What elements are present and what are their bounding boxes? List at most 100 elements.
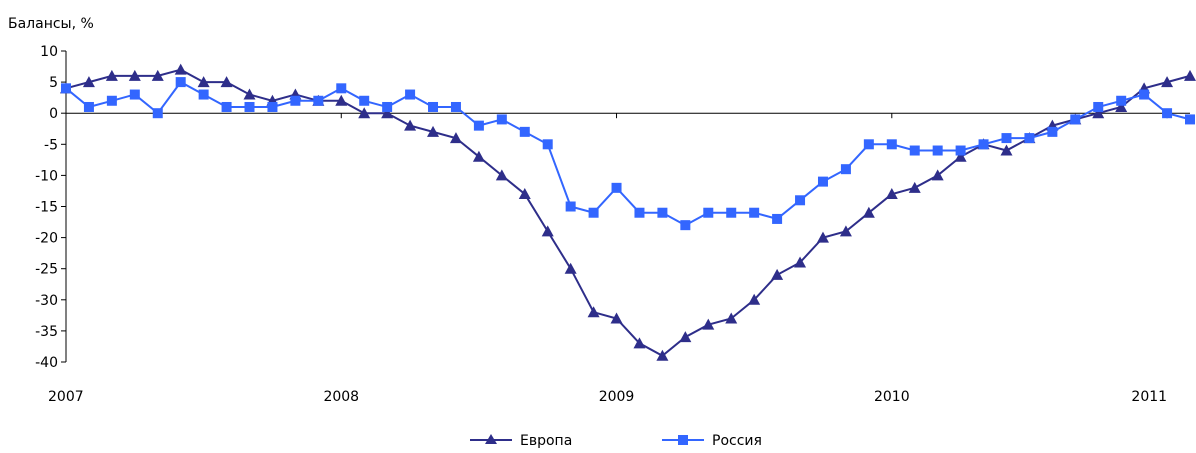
data-point-russia xyxy=(703,207,714,218)
data-point-europe xyxy=(1161,76,1174,88)
data-point-russia xyxy=(817,176,828,187)
data-point-russia xyxy=(405,89,416,100)
data-point-russia xyxy=(932,145,943,156)
data-point-europe xyxy=(931,169,944,181)
data-point-russia xyxy=(863,139,874,150)
data-point-europe xyxy=(449,132,462,144)
x-tick-label: 2010 xyxy=(874,389,910,405)
y-tick-label: 5 xyxy=(49,75,58,91)
data-point-europe xyxy=(105,69,118,81)
data-point-russia xyxy=(83,101,94,112)
data-point-europe xyxy=(495,169,508,181)
data-point-europe xyxy=(82,76,95,88)
data-point-russia xyxy=(1024,133,1035,144)
series-line-russia xyxy=(65,80,1191,227)
data-point-europe xyxy=(128,69,141,81)
data-point-russia xyxy=(909,145,920,156)
data-point-russia xyxy=(795,195,806,206)
data-point-russia xyxy=(450,101,461,112)
y-tick-label: -15 xyxy=(35,200,58,216)
data-point-europe xyxy=(1000,144,1013,156)
y-tick-label: -40 xyxy=(35,355,58,371)
data-point-europe xyxy=(243,88,256,100)
y-tick-label: -25 xyxy=(35,262,58,278)
legend-item-europe: Европа xyxy=(470,433,572,449)
y-tick-label: -35 xyxy=(35,324,58,340)
data-point-europe xyxy=(816,231,829,243)
data-point-russia xyxy=(198,89,209,100)
data-point-russia xyxy=(840,164,851,175)
data-point-russia xyxy=(61,83,71,94)
x-tick-label: 2007 xyxy=(48,389,84,405)
y-tick-label: -5 xyxy=(44,137,58,153)
series-markers-russia xyxy=(61,77,1195,231)
data-point-europe xyxy=(725,312,738,324)
legend-label-europe: Европа xyxy=(520,433,572,449)
series-line-europe xyxy=(65,68,1191,358)
data-point-russia xyxy=(221,101,232,112)
data-point-russia xyxy=(244,101,255,112)
data-point-europe xyxy=(656,349,669,361)
x-tick-label: 2008 xyxy=(323,389,359,405)
data-point-europe xyxy=(748,293,761,305)
data-point-russia xyxy=(152,108,163,119)
data-point-russia xyxy=(657,207,668,218)
data-point-russia xyxy=(382,101,393,112)
data-point-russia xyxy=(473,120,484,131)
data-point-europe xyxy=(174,63,187,75)
data-point-russia xyxy=(1070,114,1081,125)
y-axis-title: Балансы, % xyxy=(8,16,94,32)
data-point-russia xyxy=(175,77,186,88)
x-tick-label: 2011 xyxy=(1131,389,1167,405)
data-point-europe xyxy=(335,94,348,106)
data-point-europe xyxy=(885,188,898,200)
data-point-russia xyxy=(886,139,897,150)
data-point-russia xyxy=(1116,95,1127,106)
legend: Европа Россия xyxy=(470,433,762,449)
data-point-europe xyxy=(404,119,417,131)
data-point-russia xyxy=(1162,108,1173,119)
data-point-russia xyxy=(611,182,622,193)
data-point-europe xyxy=(862,206,875,218)
data-point-europe xyxy=(954,150,967,162)
data-point-europe xyxy=(541,225,554,237)
data-point-russia xyxy=(726,207,737,218)
data-point-europe xyxy=(564,262,577,274)
data-point-russia xyxy=(1047,126,1058,137)
x-tick-label: 2009 xyxy=(599,389,635,405)
data-point-russia xyxy=(1185,114,1195,125)
data-point-europe xyxy=(1184,69,1196,81)
data-point-europe xyxy=(427,125,440,137)
data-point-russia xyxy=(749,207,760,218)
data-point-europe xyxy=(794,256,807,268)
data-point-russia xyxy=(129,89,140,100)
data-point-europe xyxy=(679,331,692,343)
legend-item-russia: Россия xyxy=(662,433,762,449)
data-point-europe xyxy=(908,181,921,193)
data-point-europe xyxy=(633,337,646,349)
data-point-russia xyxy=(565,201,576,212)
plot-area: 10 5 0 -5 -10 -15 -20 -25 -30 -35 -40 2007 2008 2009 2… xyxy=(35,44,1196,405)
data-point-russia xyxy=(106,95,117,106)
data-point-russia xyxy=(359,95,370,106)
data-point-europe xyxy=(358,107,371,119)
data-point-russia xyxy=(496,114,507,125)
data-point-russia xyxy=(428,101,439,112)
data-point-russia xyxy=(313,95,324,106)
data-point-russia xyxy=(267,101,278,112)
data-point-europe xyxy=(702,318,715,330)
data-point-europe xyxy=(220,76,233,88)
data-point-europe xyxy=(839,225,852,237)
data-point-russia xyxy=(772,213,783,224)
data-point-russia xyxy=(519,126,530,137)
y-tick-label: -20 xyxy=(35,231,58,247)
y-tick-label: -10 xyxy=(35,168,58,184)
data-point-russia xyxy=(978,139,989,150)
data-point-russia xyxy=(290,95,301,106)
data-point-europe xyxy=(771,268,784,280)
data-point-europe xyxy=(610,312,623,324)
data-point-europe xyxy=(151,69,164,81)
legend-marker-europe xyxy=(485,434,497,444)
data-point-europe xyxy=(197,76,210,88)
data-point-russia xyxy=(336,83,347,94)
